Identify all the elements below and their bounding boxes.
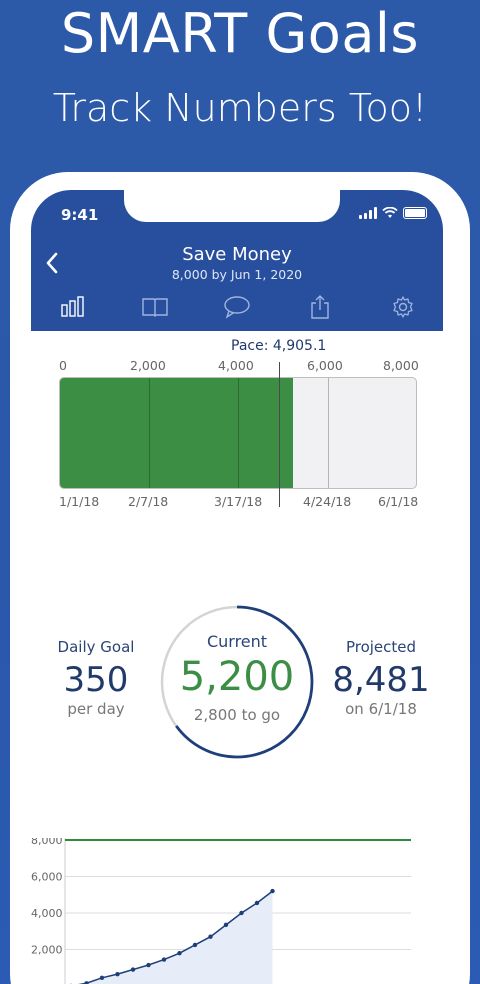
battery-icon [403, 207, 427, 219]
projected-value: 8,481 [332, 660, 430, 700]
bottom-tick: 1/1/18 [59, 494, 100, 509]
bottom-tick: 6/1/18 [378, 494, 419, 509]
current-title: Current [206, 632, 268, 651]
grid-line [238, 378, 239, 488]
goal-title: Save Money [182, 244, 292, 265]
gear-icon [393, 296, 413, 318]
grid-line [149, 378, 150, 488]
daily-goal-sub: per day [67, 700, 125, 718]
bar-chart-icon [61, 296, 84, 317]
y-tick-label: 6,000 [31, 871, 63, 884]
goal-subtitle: 8,000 by Jun 1, 2020 [171, 267, 303, 282]
current-value: 5,200 [179, 654, 295, 700]
current-sub: 2,800 to go [193, 706, 281, 724]
speech-bubble-icon [224, 296, 250, 319]
bottom-tick: 3/17/18 [214, 494, 263, 509]
current-progress-ring [160, 605, 314, 759]
data-point [223, 922, 229, 928]
tab-journal[interactable] [140, 294, 170, 320]
share-icon [311, 295, 329, 319]
data-point [254, 900, 260, 906]
data-point [115, 971, 120, 977]
book-icon [142, 298, 168, 317]
top-tick: 0 [59, 358, 67, 373]
data-point [192, 942, 198, 948]
wifi-icon [382, 207, 398, 218]
bottom-tick: 4/24/18 [303, 494, 352, 509]
ring-progress [160, 605, 314, 759]
progress-bar[interactable] [59, 377, 417, 489]
top-tick: 4,000 [218, 358, 254, 373]
status-icons [359, 207, 427, 219]
y-tick-label: 8,000 [31, 838, 63, 847]
chevron-left-icon [46, 252, 58, 274]
data-point [270, 888, 275, 894]
data-point [130, 967, 136, 972]
data-point [208, 934, 213, 939]
progress-fill [60, 378, 293, 488]
headline-subtitle: Track Numbers Too! [52, 86, 428, 130]
pace-marker [278, 362, 280, 507]
daily-goal-title: Daily Goal [57, 638, 135, 656]
data-point [84, 981, 89, 984]
headline-title: SMART Goals [60, 2, 420, 65]
pace-label: Pace: 4,905.1 [231, 338, 327, 354]
series-line [78, 890, 273, 984]
cellular-signal-icon [359, 207, 377, 219]
data-point [239, 910, 244, 916]
projected-title: Projected [345, 638, 417, 656]
progress-line-chart: 8,000 6,000 4,000 2,000 [31, 838, 411, 984]
tab-chart[interactable] [58, 294, 88, 320]
tab-settings[interactable] [388, 294, 418, 320]
y-tick-label: 4,000 [31, 907, 63, 920]
tab-bar [31, 294, 443, 324]
data-point [99, 975, 105, 980]
app-screen: 9:41 Save Money 8,000 by Jun 1, 2020 [31, 190, 443, 984]
top-tick: 6,000 [307, 358, 343, 373]
data-point [161, 957, 167, 962]
bottom-tick: 2/7/18 [128, 494, 169, 509]
status-time: 9:41 [61, 206, 99, 224]
tab-comments[interactable] [222, 294, 252, 320]
top-tick: 2,000 [130, 358, 166, 373]
y-tick-label: 2,000 [31, 944, 63, 957]
daily-goal-value: 350 [63, 660, 129, 700]
series-area [82, 891, 273, 984]
back-button[interactable] [45, 248, 59, 281]
projected-sub: on 6/1/18 [345, 700, 417, 718]
nav-bar: 9:41 Save Money 8,000 by Jun 1, 2020 [31, 190, 443, 331]
data-point [146, 962, 151, 968]
device-notch [124, 190, 340, 222]
grid-line [328, 378, 329, 488]
data-point [177, 950, 182, 956]
tab-share[interactable] [305, 294, 335, 320]
top-tick: 8,000 [383, 358, 419, 373]
